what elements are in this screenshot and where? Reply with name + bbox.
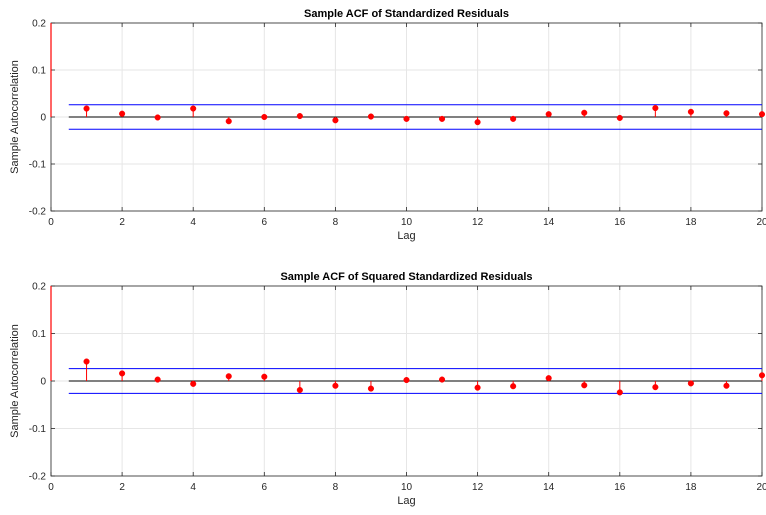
x-tick-label: 16	[614, 482, 626, 493]
acf-point	[225, 373, 232, 380]
x-tick-label: 12	[472, 482, 484, 493]
acf-point	[510, 115, 517, 122]
acf-point	[261, 113, 268, 121]
acf-point	[367, 385, 375, 392]
x-tick-label: 20	[756, 217, 766, 228]
acf-point	[190, 105, 197, 112]
acf-point	[723, 110, 730, 117]
acf-point	[581, 109, 588, 116]
y-tick-label: -0.2	[29, 472, 47, 483]
acf-point	[616, 389, 623, 396]
acf-point	[190, 380, 197, 387]
acf-point	[83, 358, 90, 365]
x-tick-label: 2	[119, 482, 125, 493]
chart-title: Sample ACF of Squared Standardized Resid…	[280, 271, 532, 283]
acf-point	[154, 376, 161, 383]
acf-point	[119, 370, 126, 377]
x-axis-label: Lag	[397, 230, 415, 242]
y-tick-label: -0.1	[29, 424, 47, 435]
acf-point	[225, 118, 232, 125]
acf-point	[403, 115, 410, 122]
acf-point	[83, 105, 90, 112]
x-tick-label: 6	[262, 482, 268, 493]
x-tick-label: 16	[614, 217, 626, 228]
y-tick-label: -0.1	[29, 160, 47, 171]
acf-point	[687, 380, 694, 387]
y-axis-label: Sample Autocorrelation	[9, 60, 21, 174]
x-tick-label: 12	[472, 217, 484, 228]
y-tick-label: 0	[40, 377, 46, 388]
x-tick-label: 18	[685, 217, 697, 228]
acf-point	[119, 110, 126, 117]
acf-point	[154, 114, 161, 121]
acf-point	[261, 373, 268, 380]
acf-point	[758, 372, 766, 379]
x-tick-label: 10	[401, 217, 413, 228]
y-tick-label: -0.2	[29, 207, 47, 218]
x-tick-label: 8	[333, 217, 339, 228]
y-tick-label: 0	[40, 113, 46, 124]
x-tick-label: 6	[262, 217, 268, 228]
y-tick-label: 0.2	[32, 282, 46, 293]
y-axis-label: Sample Autocorrelation	[9, 324, 21, 438]
x-tick-label: 8	[333, 482, 339, 493]
x-tick-label: 2	[119, 217, 125, 228]
acf-point	[296, 386, 303, 394]
x-tick-label: 0	[48, 217, 54, 228]
acf-point	[367, 113, 375, 120]
acf-point	[581, 382, 588, 389]
acf-point	[545, 111, 552, 118]
x-tick-label: 0	[48, 482, 54, 493]
acf-point	[723, 382, 730, 389]
acf-point	[403, 377, 410, 384]
y-tick-label: 0.1	[32, 66, 46, 77]
acf-point	[545, 375, 552, 382]
acf-point	[332, 382, 339, 389]
acf-point	[758, 111, 766, 118]
acf-standardized-residuals-panel: 0 2 4 6 8 10 12 14 16 18 20 -0.2 -0.1 0 0.1 0.2 Sample A…	[9, 8, 766, 242]
x-tick-label: 18	[685, 482, 697, 493]
acf-squared-residuals-panel: 0 2 4 6 8 10 12 14 16 18 20 -0.2 -0.1 0 0.1 0.2 Sample A…	[9, 271, 766, 507]
acf-point	[296, 113, 303, 120]
y-tick-label: 0.2	[32, 19, 46, 30]
acf-point	[510, 383, 517, 390]
acf-point	[687, 108, 694, 115]
acf-point	[474, 384, 481, 391]
x-axis-label: Lag	[397, 495, 415, 507]
acf-point	[332, 117, 339, 124]
x-tick-label: 20	[756, 482, 766, 493]
acf-point	[439, 376, 446, 383]
acf-point	[652, 105, 659, 112]
x-tick-label: 4	[190, 482, 196, 493]
acf-point	[439, 115, 446, 122]
x-tick-label: 14	[543, 482, 555, 493]
x-tick-label: 10	[401, 482, 413, 493]
x-tick-label: 14	[543, 217, 555, 228]
y-tick-label: 0.1	[32, 329, 46, 340]
acf-point	[474, 119, 481, 126]
acf-point	[652, 384, 659, 391]
acf-point	[616, 114, 623, 121]
x-tick-label: 4	[190, 217, 196, 228]
chart-title: Sample ACF of Standardized Residuals	[304, 8, 509, 20]
